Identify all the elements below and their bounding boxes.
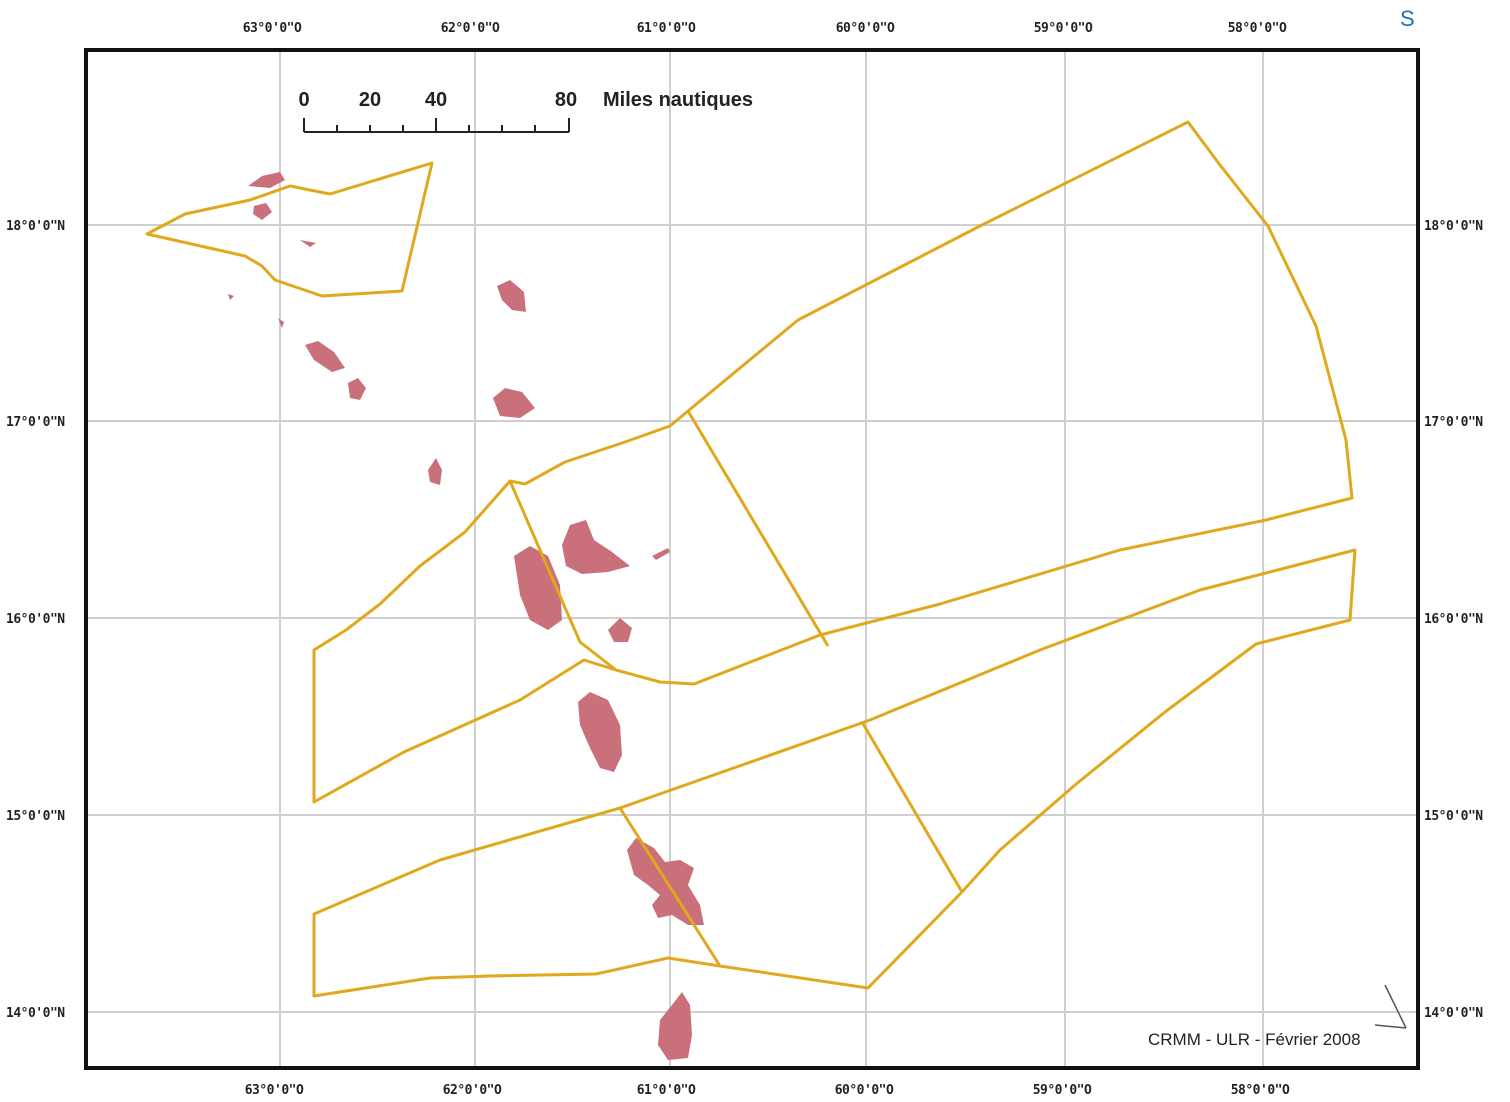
island-nevis xyxy=(348,378,366,400)
island-montserrat xyxy=(428,458,442,485)
island-desirade xyxy=(652,548,670,560)
map-frame xyxy=(84,48,1420,1070)
zone-martinique xyxy=(312,548,1357,998)
island-dominica xyxy=(578,692,622,772)
top-lon-label: 60°0'0"O xyxy=(836,21,895,36)
bottom-lon-label: 59°0'0"O xyxy=(1033,1083,1092,1098)
bottom-lon-label: 60°0'0"O xyxy=(835,1083,894,1098)
scale-tick-label: 0 xyxy=(298,89,309,111)
island-basse-terre xyxy=(514,546,562,630)
bottom-lon-label: 62°0'0"O xyxy=(443,1083,502,1098)
island-statia xyxy=(278,318,284,328)
island-saba xyxy=(228,294,234,300)
zone-martinique-divider-east xyxy=(860,721,964,893)
right-lat-label: 18°0'0"N xyxy=(1424,219,1483,234)
bottom-lon-label: 61°0'0"O xyxy=(637,1083,696,1098)
right-lat-label: 16°0'0"N xyxy=(1424,612,1483,627)
zone-saint-martin-barthelemy xyxy=(145,161,434,298)
scale-unit-label: Miles nautiques xyxy=(603,89,753,111)
left-lat-label: 15°0'0"N xyxy=(6,809,65,824)
scale-bar: 0 20 40 80 Miles nautiques xyxy=(298,89,753,133)
zone-guadeloupe-divider-east xyxy=(686,410,830,647)
zone-guadeloupe-divider-west xyxy=(508,480,617,672)
right-lat-label: 14°0'0"N xyxy=(1424,1006,1483,1021)
island-saint-martin xyxy=(248,172,285,188)
left-lat-label: 14°0'0"N xyxy=(6,1006,65,1021)
zone-martinique-divider-west xyxy=(618,807,722,967)
top-lon-label: 58°0'0"O xyxy=(1228,21,1287,36)
left-lat-label: 16°0'0"N xyxy=(6,612,65,627)
top-longitude-labels: 63°0'0"O 62°0'0"O 61°0'0"O 60°0'0"O 59°0… xyxy=(243,21,1288,36)
island-marie-galante xyxy=(608,618,632,642)
credit-text: CRMM - ULR - Février 2008 xyxy=(1148,1030,1361,1049)
maritime-boundaries xyxy=(145,120,1357,998)
north-arrow-icon xyxy=(1374,984,1407,1029)
scale-tick-label: 20 xyxy=(359,89,381,111)
graticule xyxy=(86,50,1418,1068)
island-anguilla-rock xyxy=(300,240,316,247)
island-barbuda xyxy=(497,280,526,312)
left-lat-label: 17°0'0"N xyxy=(6,415,65,430)
corner-link[interactable]: S xyxy=(1400,6,1415,31)
right-latitude-labels: 18°0'0"N 17°0'0"N 16°0'0"N 15°0'0"N 14°0… xyxy=(1424,219,1484,1021)
left-latitude-labels: 18°0'0"N 17°0'0"N 16°0'0"N 15°0'0"N 14°0… xyxy=(6,219,66,1021)
scale-tick-label: 40 xyxy=(425,89,447,111)
island-saint-kitts xyxy=(305,341,345,372)
top-lon-label: 63°0'0"O xyxy=(243,21,302,36)
islands xyxy=(228,172,704,1060)
top-lon-label: 61°0'0"O xyxy=(637,21,696,36)
scale-tick-label: 80 xyxy=(555,89,577,111)
island-grande-terre xyxy=(562,520,630,574)
island-antigua xyxy=(493,388,535,418)
left-lat-label: 18°0'0"N xyxy=(6,219,65,234)
top-lon-label: 62°0'0"O xyxy=(441,21,500,36)
bottom-lon-label: 58°0'0"O xyxy=(1231,1083,1290,1098)
island-saint-barthelemy xyxy=(253,203,272,220)
bottom-longitude-labels: 63°0'0"O 62°0'0"O 61°0'0"O 60°0'0"O 59°0… xyxy=(245,1083,1291,1098)
top-lon-label: 59°0'0"O xyxy=(1034,21,1093,36)
bottom-lon-label: 63°0'0"O xyxy=(245,1083,304,1098)
right-lat-label: 15°0'0"N xyxy=(1424,809,1483,824)
island-saint-lucia xyxy=(658,992,692,1060)
right-lat-label: 17°0'0"N xyxy=(1424,415,1483,430)
